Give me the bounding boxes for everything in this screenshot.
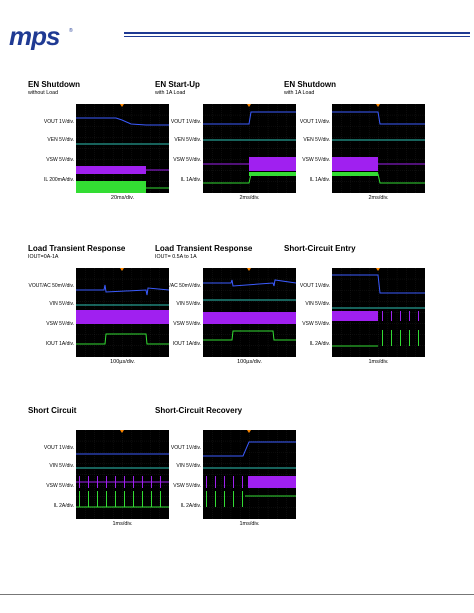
panel-subtitle: without Load	[28, 90, 59, 96]
footer-rule	[0, 594, 474, 595]
scope-panel: Short-Circuit Recovery VOUT 1V/div. VIN 5V…	[155, 406, 296, 536]
trace-label: VOUT/AC 50mV/div.	[155, 283, 201, 289]
scope-panel: Short-Circuit Entry VOUT 1V/div. VIN 5V/di…	[284, 244, 425, 374]
panel-title: Load Transient Response	[155, 244, 253, 253]
trace-label: VIN 5V/div.	[305, 301, 330, 307]
oscilloscope-screen	[203, 268, 296, 357]
oscilloscope-screen	[203, 430, 296, 519]
mps-logo: mps ®	[9, 21, 139, 51]
trace-label: IOUT 1A/div.	[172, 341, 201, 347]
trace-label: VOUT/AC 50mV/div.	[28, 283, 74, 289]
panel-title: Load Transient Response	[28, 244, 126, 253]
trace-label: IL 200mA/div.	[43, 177, 74, 183]
panel-title: EN Shutdown	[28, 80, 80, 89]
oscilloscope-screen	[203, 104, 296, 193]
scope-panel: EN Shutdown without Load VOUT 1V/div. VEN 5…	[28, 80, 169, 210]
oscilloscope-screen	[332, 104, 425, 193]
panel-subtitle: with 1A Load	[155, 90, 186, 96]
trace-label: IL 2A/div.	[180, 503, 201, 509]
trace-label: IL 1A/div.	[180, 177, 201, 183]
oscilloscope-screen	[76, 430, 169, 519]
trace-label: VSW 5V/div.	[173, 483, 201, 489]
header-rule-thin	[124, 36, 470, 37]
trace-label: IL 2A/div.	[53, 503, 74, 509]
time-scale-label: 1ms/div.	[368, 359, 389, 365]
trace-label: VIN 5V/div.	[176, 463, 201, 469]
trace-label: VSW 5V/div.	[173, 157, 201, 163]
scope-panel: EN Shutdown with 1A Load VOUT 1V/div. VEN 5…	[284, 80, 425, 210]
trace-label: IL 1A/div.	[309, 177, 330, 183]
panel-subtitle: IOUT=0A-1A	[28, 254, 59, 260]
oscilloscope-screen	[332, 268, 425, 357]
scope-panel: EN Start-Up with 1A Load VOUT 1V/div. VEN 5…	[155, 80, 296, 210]
trace-label: VSW 5V/div.	[46, 157, 74, 163]
scope-panel: Load Transient Response IOUT=0A-1A VOUT/AC…	[28, 244, 169, 374]
time-scale-label: 2ms/div.	[368, 195, 389, 201]
trace-label: VSW 5V/div.	[46, 483, 74, 489]
panel-subtitle: IOUT= 0.5A to 1A	[155, 254, 197, 260]
time-scale-label: 100µs/div.	[110, 359, 135, 365]
trace-label: VIN 5V/div.	[176, 301, 201, 307]
time-scale-label: 20ms/div.	[110, 195, 135, 201]
trace-label: VSW 5V/div.	[302, 321, 330, 327]
trace-label: VOUT 1V/div.	[299, 283, 330, 289]
panel-subtitle: with 1A Load	[284, 90, 315, 96]
scope-panel: Load Transient Response IOUT= 0.5A to 1A V…	[155, 244, 296, 374]
trace-label: VIN 5V/div.	[49, 301, 74, 307]
svg-text:mps: mps	[9, 24, 60, 50]
trace-label: VEN 5V/div.	[174, 137, 201, 143]
time-scale-label: 2ms/div.	[239, 195, 260, 201]
trace-label: VOUT 1V/div.	[170, 445, 201, 451]
svg-text:®: ®	[69, 27, 73, 34]
time-scale-label: 1ms/div.	[112, 521, 133, 527]
time-scale-label: 1ms/div.	[239, 521, 260, 527]
trace-label: VIN 5V/div.	[49, 463, 74, 469]
scope-panel: Short Circuit VOUT 1V/div. VIN 5V/div. VSW …	[28, 406, 169, 536]
trace-label: IOUT 1A/div.	[45, 341, 74, 347]
panel-title: Short-Circuit Entry	[284, 244, 356, 253]
trace-label: VSW 5V/div.	[46, 321, 74, 327]
header-rule	[124, 32, 470, 34]
oscilloscope-screen	[76, 268, 169, 357]
oscilloscope-screen	[76, 104, 169, 193]
panel-title: Short Circuit	[28, 406, 77, 415]
trace-label: VSW 5V/div.	[173, 321, 201, 327]
trace-label: VSW 5V/div.	[302, 157, 330, 163]
time-scale-label: 100µs/div.	[237, 359, 262, 365]
panel-title: EN Start-Up	[155, 80, 200, 89]
trace-label: VOUT 1V/div.	[170, 119, 201, 125]
trace-label: VEN 5V/div.	[47, 137, 74, 143]
trace-label: VOUT 1V/div.	[43, 119, 74, 125]
panel-title: EN Shutdown	[284, 80, 336, 89]
trace-label: VOUT 1V/div.	[43, 445, 74, 451]
trace-label: IL 2A/div.	[309, 341, 330, 347]
trace-label: VOUT 1V/div.	[299, 119, 330, 125]
trace-label: VEN 5V/div.	[303, 137, 330, 143]
panel-title: Short-Circuit Recovery	[155, 406, 243, 415]
